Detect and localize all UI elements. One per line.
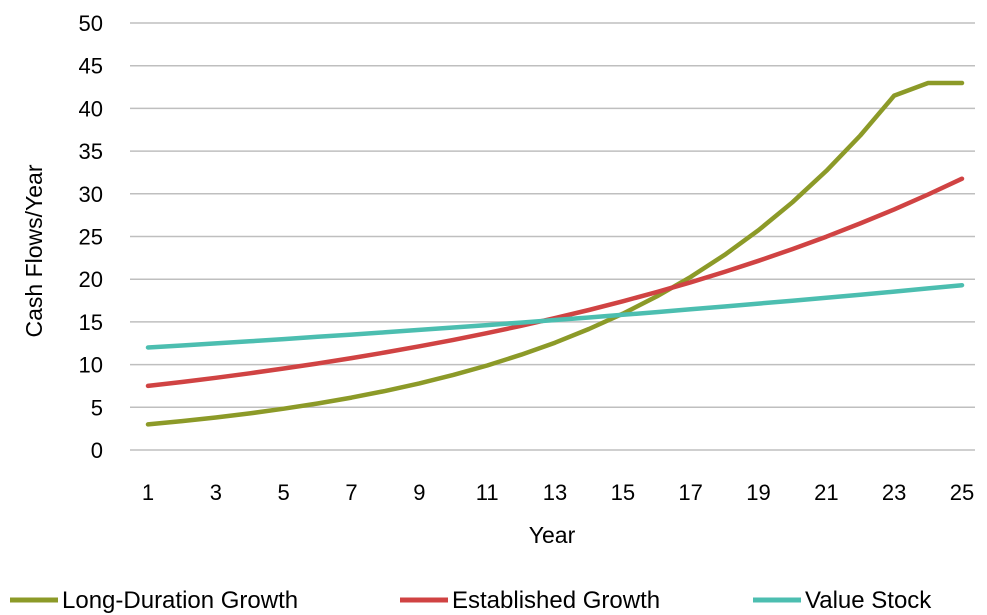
y-tick-label: 40	[79, 96, 103, 121]
x-axis-tick-labels: 1 3 5 7 9 11 13 15 17 19 21 23 25	[142, 480, 974, 505]
x-tick-label: 11	[476, 480, 499, 505]
legend: Long-Duration Growth Established Growth Va…	[10, 587, 932, 614]
x-tick-label: 1	[142, 480, 154, 505]
legend-label: Long-Duration Growth	[62, 587, 298, 614]
y-tick-label: 50	[79, 11, 103, 36]
x-tick-label: 15	[611, 480, 635, 505]
x-tick-label: 25	[950, 480, 974, 505]
x-tick-label: 17	[678, 480, 702, 505]
y-tick-label: 30	[79, 182, 103, 207]
y-tick-label: 15	[79, 310, 103, 335]
series-line-2	[145, 282, 965, 350]
x-axis-title: Year	[529, 522, 576, 548]
legend-label: Value Stock	[805, 587, 932, 614]
y-tick-label: 35	[79, 139, 103, 164]
y-tick-label: 25	[79, 225, 103, 250]
y-tick-label: 0	[91, 438, 103, 463]
x-tick-label: 5	[278, 480, 290, 505]
legend-item-0: Long-Duration Growth	[10, 587, 298, 614]
y-axis-tick-labels: 0 5 10 15 20 25 30 35 40 45 50	[79, 11, 103, 463]
x-tick-label: 9	[413, 480, 425, 505]
legend-item-2: Value Stock	[753, 587, 932, 614]
legend-label: Established Growth	[452, 587, 660, 614]
y-tick-label: 20	[79, 267, 103, 292]
x-tick-label: 3	[210, 480, 222, 505]
x-tick-label: 23	[882, 480, 906, 505]
legend-item-1: Established Growth	[400, 587, 660, 614]
series-lines	[145, 80, 965, 427]
y-tick-label: 45	[79, 54, 103, 79]
y-tick-label: 5	[91, 395, 103, 420]
x-tick-label: 19	[746, 480, 770, 505]
x-tick-label: 13	[543, 480, 567, 505]
x-tick-label: 21	[814, 480, 838, 505]
y-axis-title: Cash Flows/Year	[21, 164, 47, 337]
gridlines	[130, 22, 975, 451]
x-tick-label: 7	[345, 480, 357, 505]
series-line-1	[145, 176, 965, 389]
series-line-0	[145, 80, 965, 427]
y-tick-label: 10	[79, 353, 103, 378]
